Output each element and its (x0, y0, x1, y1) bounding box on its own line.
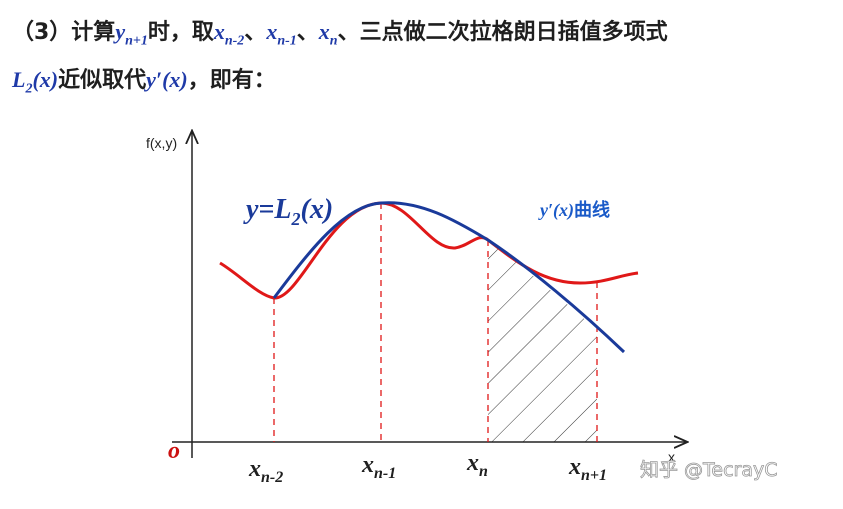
yprime-curve-label: y′(x)曲线 (538, 199, 610, 221)
x-axis-label: x (668, 449, 675, 465)
line2-mid: 近似取代 (58, 68, 147, 93)
tick-label-xn: xn (466, 450, 488, 480)
blue-curve-L2 (272, 201, 626, 354)
x-var-2: xn-1 (266, 19, 297, 49)
watermark: 知乎 @TecrayC (640, 459, 778, 481)
header-line-1: （3）计算yn+1时，取xn-2、xn-1、xn、三点做二次拉格朗日插值多项式 (12, 14, 668, 49)
header-prefix: （3）计算 (12, 20, 116, 45)
tick-label-xn-1: xn-1 (361, 452, 396, 482)
x-var-3: xn (318, 19, 338, 49)
separator-1: 、 (244, 20, 267, 45)
yprime-symbol: y′(x) (146, 67, 188, 92)
y-axis-label: f(x,y) (146, 135, 177, 151)
line2-end: ，即有： (187, 68, 276, 93)
header-tail: 、三点做二次拉格朗日插值多项式 (337, 20, 668, 45)
L2-curve-label: y=L2(x) (243, 194, 333, 229)
tick-label-xn+1: xn+1 (568, 454, 607, 484)
origin-label: o (168, 438, 180, 464)
x-var-1: xn-2 (213, 19, 245, 49)
tick-label-xn-2: xn-2 (248, 456, 283, 486)
separator-2: 、 (296, 20, 319, 45)
header-mid: 时，取 (147, 20, 214, 45)
y-var: yn+1 (115, 19, 148, 49)
header-line-2: L2(x)近似取代y′(x)，即有： (12, 62, 276, 97)
hatched-area (488, 240, 597, 442)
L2-symbol: L2(x) (12, 67, 59, 97)
